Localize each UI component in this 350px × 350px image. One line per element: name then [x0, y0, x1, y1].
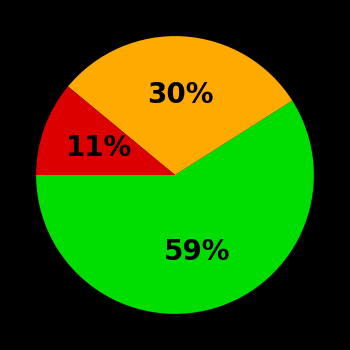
Wedge shape: [36, 86, 175, 175]
Wedge shape: [68, 36, 292, 175]
Text: 11%: 11%: [66, 134, 132, 162]
Text: 30%: 30%: [147, 80, 213, 108]
Wedge shape: [36, 100, 314, 314]
Text: 59%: 59%: [164, 238, 231, 266]
